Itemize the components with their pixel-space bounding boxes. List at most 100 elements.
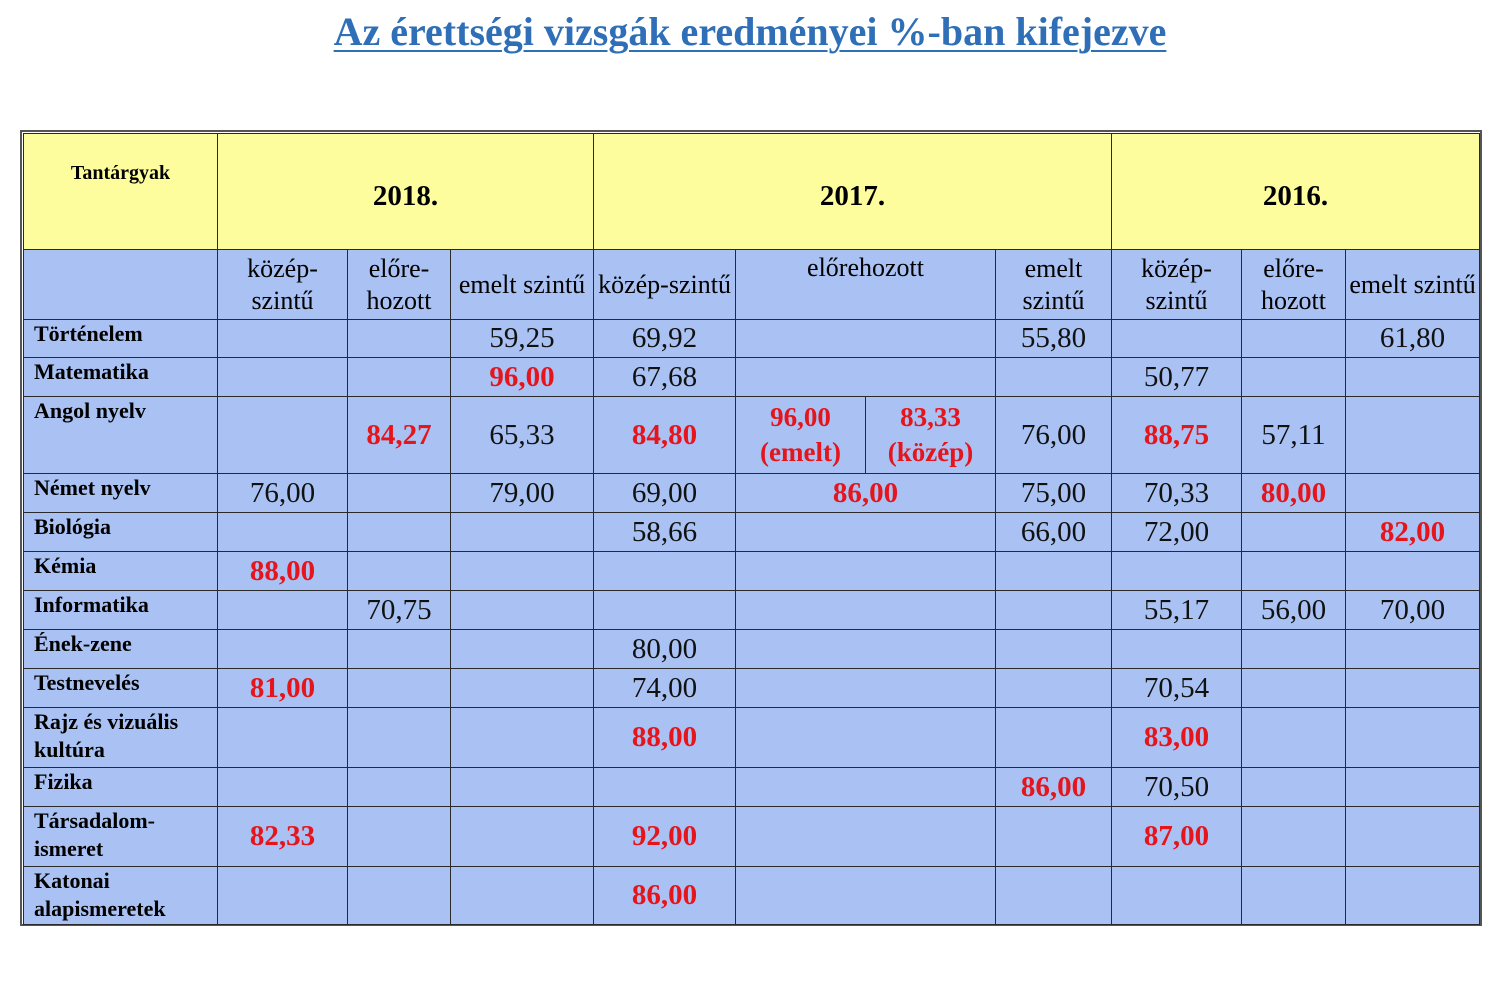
subject-name: Testnevelés [23,668,218,708]
page-title: Az érettségi vizsgák eredményei %-ban ki… [333,9,1167,54]
value-cell [1241,512,1347,552]
value-cell [217,866,348,925]
value-cell-highlight: 86,00 [995,767,1113,807]
value-cell: 72,00 [1111,512,1243,552]
level-2018-elore: előre-hozott [347,249,451,320]
value-cell: 50,77 [1111,357,1243,397]
value-cell [347,473,451,513]
subject-name: Rajz és vizuális kultúra [23,707,218,768]
value-cell-elore-kozep: 83,33 (közép) [865,396,997,474]
subject-name: Matematika [23,357,218,397]
value-cell-highlight: 84,80 [593,396,737,474]
value-cell [1111,551,1243,591]
value-cell [735,357,997,397]
value-cell [735,629,997,669]
table-row: Fizika 86,00 70,50 [23,767,1481,807]
value-cell [217,319,348,358]
value-cell: 58,66 [593,512,737,552]
value-cell [1111,319,1243,358]
value-cell [1241,866,1347,925]
table-row: Matematika 96,00 67,68 50,77 [23,357,1481,397]
value-cell [1111,629,1243,669]
year-2016-header: 2016. [1111,133,1481,250]
value-cell [217,629,348,669]
table-row: Angol nyelv 84,27 65,33 84,80 96,00 (emel… [23,396,1481,474]
value-cell [735,512,997,552]
value-cell: 57,11 [1241,396,1347,474]
table-row: Kémia 88,00 [23,551,1481,591]
value-cell: 56,00 [1241,590,1347,630]
table-row: Informatika 70,75 55,17 56,00 70,00 [23,590,1481,630]
value-cell: 80,00 [593,629,737,669]
value-cell [347,668,451,708]
table-row: Rajz és vizuális kultúra 88,00 83,00 [23,707,1481,768]
value-cell [735,319,997,358]
subject-name: Kémia [23,551,218,591]
value-cell: 74,00 [593,668,737,708]
subject-name: Német nyelv [23,473,218,513]
value-cell-highlight: 86,00 [735,473,997,513]
value-cell [449,767,595,807]
value-cell [735,551,997,591]
value-cell-highlight: 88,00 [217,551,348,591]
level-2017-emelt: emelt szintű [995,249,1113,320]
year-header-row: Tantárgyak 2018. 2017. 2016. [23,133,1481,250]
value-cell [449,806,595,867]
value-cell [1241,357,1347,397]
value-cell: 70,54 [1111,668,1243,708]
value-cell [735,707,997,768]
value-cell-highlight: 92,00 [593,806,737,867]
value-cell [735,590,997,630]
subject-name: Katonai alapismeretek [23,866,218,925]
value-cell [347,512,451,552]
value-cell [1241,668,1347,708]
value-cell: 67,68 [593,357,737,397]
value-cell [347,357,451,397]
subject-name: Fizika [23,767,218,807]
value-cell [995,668,1113,708]
value-cell [995,866,1113,925]
value-cell [449,629,595,669]
value-cell: 69,00 [593,473,737,513]
value-cell-highlight: 81,00 [217,668,348,708]
level-2017-elore: előrehozott [735,249,997,320]
value-cell: 79,00 [449,473,595,513]
value-cell [1241,629,1347,669]
subjects-header: Tantárgyak [23,133,218,250]
value-cell [1241,767,1347,807]
year-2018-header: 2018. [216,133,595,250]
value-cell [449,668,595,708]
value-cell [217,590,348,630]
value-cell: 61,80 [1345,319,1481,358]
year-2017-header: 2017. [593,133,1113,250]
value-cell: 70,33 [1111,473,1243,513]
value-cell: 69,92 [593,319,737,358]
subject-name: Angol nyelv [23,396,218,474]
value-cell [449,512,595,552]
value-cell [995,629,1113,669]
value-cell [735,668,997,708]
value-cell-highlight: 83,00 [1111,707,1243,768]
value-cell [449,866,595,925]
table-row: Ének-zene 80,00 [23,629,1481,669]
value-cell [1345,866,1481,925]
value-cell [593,551,737,591]
level-2016-kozep: közép-szintű [1111,249,1243,320]
value-cell [1345,396,1481,474]
value-cell: 59,25 [449,319,595,358]
subject-name: Informatika [23,590,218,630]
value-cell [347,806,451,867]
table-row: Német nyelv 76,00 79,00 69,00 86,00 75,0… [23,473,1481,513]
table-row: Társadalom-ismeret 82,33 92,00 87,00 [23,806,1481,867]
value-cell: 70,00 [1345,590,1481,630]
value-cell [1345,668,1481,708]
level-2016-emelt: emelt szintű [1345,249,1481,320]
value-cell [1345,357,1481,397]
value-cell [347,551,451,591]
value-cell [1345,551,1481,591]
value-cell [995,806,1113,867]
value-cell [735,806,997,867]
value-cell: 65,33 [449,396,595,474]
value-cell [347,319,451,358]
value-cell [217,396,348,474]
